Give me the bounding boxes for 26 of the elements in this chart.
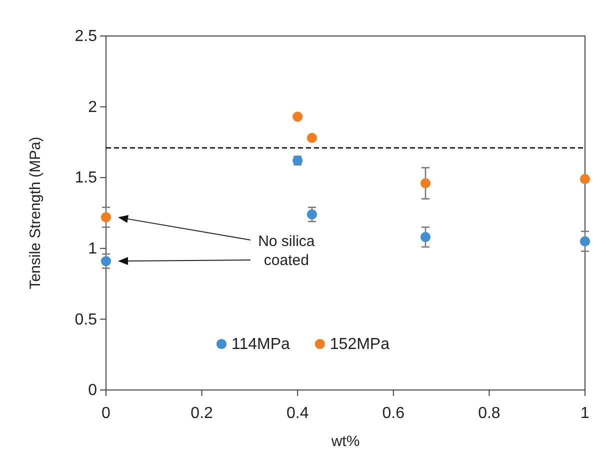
point bbox=[306, 209, 318, 220]
point bbox=[420, 178, 431, 188]
point bbox=[580, 236, 590, 246]
annotation: No silica coated bbox=[258, 233, 316, 269]
point bbox=[306, 132, 318, 143]
y-tick-label: 2.5 bbox=[74, 28, 98, 46]
x-tick-label: 1 bbox=[580, 405, 590, 422]
y-axis-title: Tensile Strength (MPa) bbox=[27, 136, 44, 290]
y-tick-label: 0 bbox=[88, 382, 98, 400]
point bbox=[580, 174, 590, 184]
point bbox=[100, 212, 112, 222]
x-tick-label: 0.4 bbox=[286, 405, 309, 422]
y-tick-label: 0.5 bbox=[74, 311, 98, 328]
point bbox=[292, 112, 303, 122]
x-tick-label: 0 bbox=[102, 405, 111, 422]
x-axis-title: wt% bbox=[330, 433, 360, 450]
legend-label: 114MPa bbox=[232, 336, 290, 353]
x-tick-label: 0.6 bbox=[382, 405, 405, 422]
y-tick-label: 1 bbox=[88, 240, 98, 258]
legend-label: 152MPa bbox=[330, 336, 390, 353]
y-tick-label: 1.5 bbox=[74, 170, 98, 187]
point bbox=[100, 256, 112, 266]
x-tick-label: 0.2 bbox=[190, 405, 214, 422]
point bbox=[420, 232, 431, 242]
y-tick-label: 2 bbox=[88, 98, 98, 116]
x-tick-label: 0.8 bbox=[478, 405, 500, 422]
